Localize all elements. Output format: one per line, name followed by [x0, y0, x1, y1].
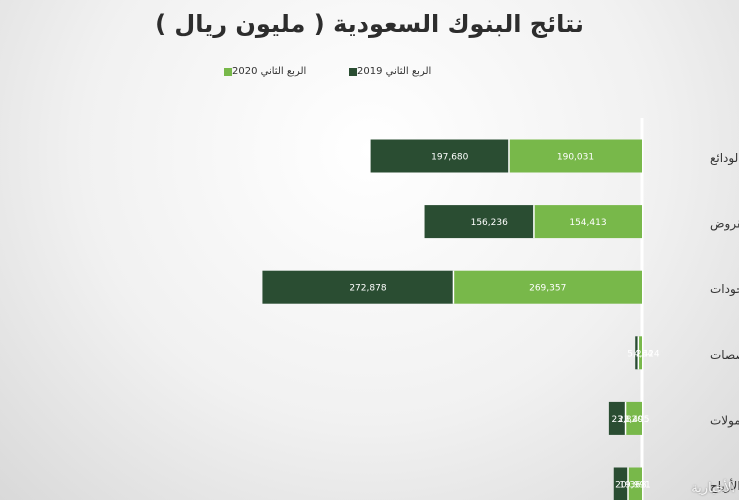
bar-2019-3 [635, 336, 639, 370]
bar-2020-4 [625, 401, 642, 435]
bar-2020-3 [638, 336, 642, 370]
legend-swatch-2019 [349, 67, 357, 76]
legend-swatch-2020 [224, 67, 232, 76]
category-label-1: القروض [710, 217, 739, 232]
data-label-2020-3: 5,264 [627, 349, 653, 359]
bar-2020-2 [453, 270, 642, 304]
legend-label-2019: الربع الثاني 2019 [357, 66, 432, 77]
bar-2020-5 [628, 467, 642, 500]
bar-2019-0 [370, 139, 509, 173]
category-label-3: المخصصات [710, 348, 739, 362]
bar-2020-0 [508, 139, 642, 173]
legend-item-2019: الربع الثاني 2019 [343, 66, 431, 77]
category-label-0: الودائع [710, 151, 739, 166]
data-label-2019-2: 272,878 [349, 284, 386, 294]
bar-2019-5 [613, 467, 629, 500]
bar-2020-1 [533, 205, 642, 239]
data-label-2019-3: 4,424 [634, 349, 660, 359]
data-label-2019-4: 23,820 [611, 415, 643, 425]
chart-title: نتائج البنوك السعودية ( مليون ريال ) [155, 10, 584, 38]
legend-item-2020: الربع الثاني 2020 [218, 66, 306, 77]
bar-2019-4 [608, 401, 626, 435]
data-label-2019-1: 156,236 [471, 218, 508, 228]
bar-2019-1 [424, 205, 534, 239]
data-label-2019-5: 20,368 [615, 481, 647, 491]
data-label-2019-0: 197,680 [431, 153, 468, 163]
data-label-2020-1: 154,413 [569, 218, 606, 228]
category-label-4: دخل العمولات [710, 413, 739, 428]
data-label-2020-5: 19,991 [619, 481, 651, 491]
category-label-5: صافي الأرباح [710, 478, 739, 494]
legend-label-2020: الربع الثاني 2020 [232, 66, 307, 77]
data-label-2020-0: 190,031 [557, 153, 594, 163]
data-label-2020-4: 23,495 [618, 415, 650, 425]
bar-2019-2 [262, 270, 454, 304]
data-label-2020-2: 269,357 [529, 284, 566, 294]
category-label-2: الموجودات [710, 282, 739, 297]
watermark: الأخبارية [691, 481, 735, 496]
